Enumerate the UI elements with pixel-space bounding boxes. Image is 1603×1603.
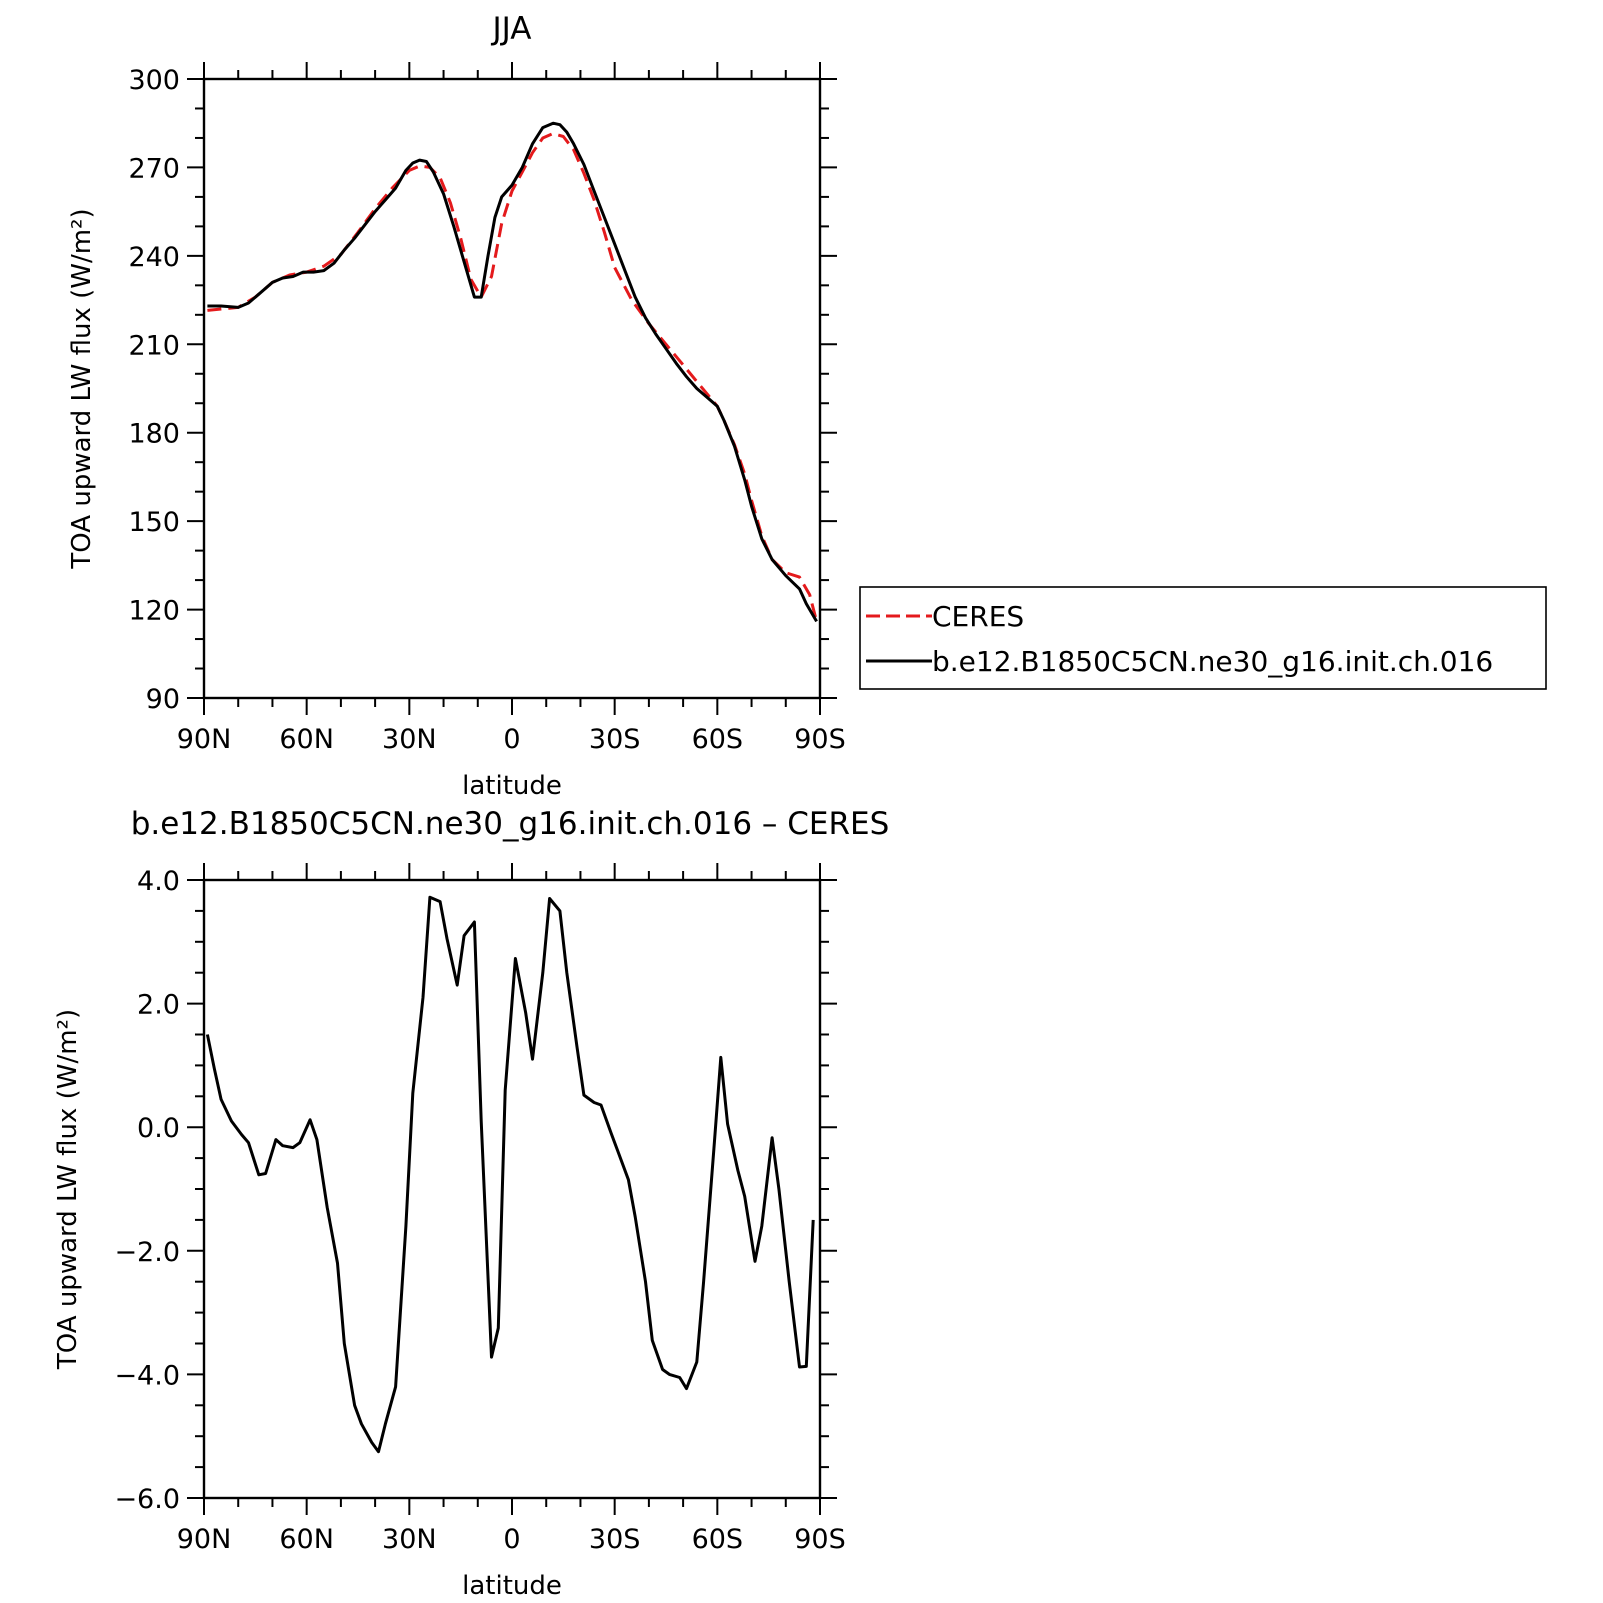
legend: CERES b.e12.B1850C5CN.ne30_g16.init.ch.0…: [859, 586, 1547, 690]
x-tick-label: 0: [503, 724, 520, 755]
x-tick-label: 30N: [382, 724, 437, 755]
x-tick-label: 60N: [279, 1524, 334, 1555]
x-tick-label: 90N: [177, 1524, 232, 1555]
y-tick-label: 150: [128, 507, 180, 538]
series-line-0: [207, 132, 819, 622]
x-tick-label: 60S: [692, 724, 744, 755]
series-line-1: [207, 121, 818, 623]
x-tick-label: 90S: [794, 724, 846, 755]
y-tick-label: 210: [128, 330, 180, 361]
y-axis-label: TOA upward LW flux (W/m²): [67, 208, 97, 569]
y-tick-label: 270: [128, 153, 180, 184]
y-tick-label: 0.0: [137, 1113, 180, 1144]
axis-ticks: 90N 60N 30N 0 30S 60S 90S −6.0 −4.0 −2.0 0.0 2.0 4.0: [114, 863, 846, 1555]
y-tick-label: −6.0: [114, 1484, 180, 1515]
x-axis-label: latitude: [462, 1571, 562, 1601]
y-tick-label: −2.0: [114, 1237, 180, 1268]
x-tick-label: 30N: [382, 1524, 437, 1555]
y-tick-label: 180: [128, 419, 180, 450]
legend-label-model: b.e12.B1850C5CN.ne30_g16.init.ch.016: [932, 645, 1493, 678]
axis-ticks: 90N 60N 30N 0 30S 60S 90S 90 120 150 180 210 240 270 3…: [128, 62, 846, 755]
y-tick-label: 2.0: [137, 990, 180, 1021]
y-axis-label: TOA upward LW flux (W/m²): [53, 1009, 83, 1370]
series-lines: [205, 895, 815, 1454]
x-tick-label: 60N: [279, 724, 334, 755]
chart-panel-jja: JJA 90N 60N 30N 0 30S 60S 90S 90 120 150 180 210 240…: [67, 11, 1547, 801]
y-tick-label: 240: [128, 242, 180, 273]
x-tick-label: 90N: [177, 724, 232, 755]
legend-box: [859, 586, 1547, 690]
y-tick-label: −4.0: [114, 1360, 180, 1391]
series-line-0: [205, 895, 815, 1454]
x-tick-label: 60S: [692, 1524, 744, 1555]
chart-title: b.e12.B1850C5CN.ne30_g16.init.ch.016 – C…: [131, 806, 890, 842]
series-lines: [207, 121, 819, 623]
y-tick-label: 4.0: [137, 866, 180, 897]
x-axis-label: latitude: [462, 771, 562, 801]
y-tick-label: 300: [128, 65, 180, 96]
x-tick-label: 30S: [589, 724, 641, 755]
chart-panel-difference: b.e12.B1850C5CN.ne30_g16.init.ch.016 – C…: [53, 806, 889, 1601]
y-tick-label: 120: [128, 596, 180, 627]
legend-label-ceres: CERES: [932, 600, 1024, 633]
plot-frame: [202, 77, 822, 700]
y-tick-label: 90: [146, 684, 180, 715]
x-tick-label: 90S: [794, 1524, 846, 1555]
plot-frame: [202, 878, 822, 1500]
x-tick-label: 30S: [589, 1524, 641, 1555]
x-tick-label: 0: [503, 1524, 520, 1555]
chart-title: JJA: [491, 11, 532, 47]
